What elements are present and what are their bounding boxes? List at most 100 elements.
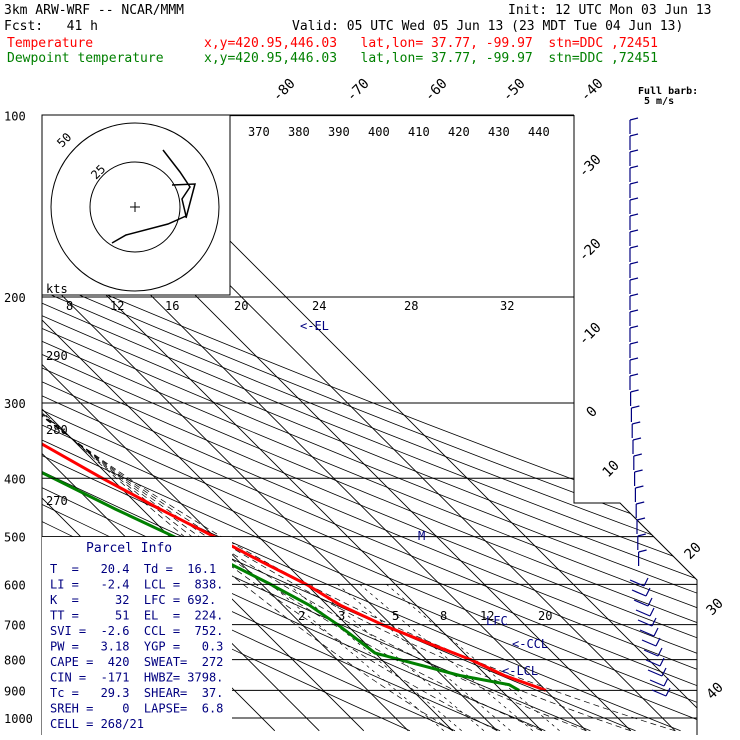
wind-barb (631, 405, 640, 409)
wind-barb (636, 517, 646, 521)
wind-barb (629, 261, 639, 265)
dry-adiabat-line (42, 115, 697, 732)
temperature-location: x,y=420.95,446.03 lat,lon= 37.77, -99.97… (204, 36, 658, 51)
valid-time: Valid: 05 UTC Wed 05 Jun 13 (23 MDT Tue … (292, 19, 684, 34)
dry-adiabat-line (42, 115, 636, 732)
wind-barb (629, 293, 639, 297)
wind-legend-title: Full barb: (638, 86, 698, 97)
pressure-label: 800 (4, 654, 26, 668)
theta-label: 270 (46, 494, 68, 508)
wind-barb (655, 637, 661, 647)
parcel-info-row: T = 20.4 Td = 16.1 (50, 562, 216, 576)
forecast-hour: Fcst: 41 h (4, 19, 98, 34)
parcel-info-row: TT = 51 EL = 224. (50, 609, 223, 623)
pressure-label: 700 (4, 619, 26, 633)
parcel-info-row: CAPE = 420 SWEAT= 272 (50, 655, 223, 669)
wind-barb (629, 341, 639, 345)
wind-barb (635, 609, 651, 617)
hodograph-trace (111, 149, 191, 244)
hodograph-axis-label: 32 (500, 299, 514, 313)
wind-barb (629, 181, 639, 185)
theta-label: 420 (448, 125, 470, 139)
parcel-info-row: K = 32 LFC = 692. (50, 593, 216, 607)
wind-barb (635, 485, 644, 489)
wind-barb (663, 677, 669, 687)
mixing-ratio-line (288, 584, 462, 732)
moist-adiabat-line (42, 296, 631, 732)
wind-barb (629, 133, 639, 137)
moist-adiabat-line (42, 296, 676, 732)
isotherm-label: 40 (704, 680, 727, 703)
level-marker: <-LCL (502, 664, 538, 678)
isotherm-label: -20 (576, 236, 605, 265)
theta-label: 390 (328, 125, 350, 139)
wind-barb (651, 617, 657, 627)
isotherm-label: 30 (704, 596, 727, 619)
wind-barb (632, 421, 641, 425)
mixing-ratio-line (359, 584, 534, 732)
pressure-label: 1000 (4, 712, 33, 726)
wind-barb (661, 667, 667, 677)
dry-adiabat-line (42, 115, 697, 732)
mixing-ratio-label: 3 (338, 609, 345, 623)
wind-barb (649, 607, 655, 617)
theta-label: 380 (288, 125, 310, 139)
isotherm-label: -70 (344, 76, 373, 105)
wind-barb (629, 197, 639, 201)
wind-barbs: Full barb:5 m/s (629, 86, 698, 697)
temperature-series-line (42, 115, 547, 692)
isotherm-label: 10 (600, 458, 623, 481)
dry-adiabat-line (42, 115, 697, 732)
theta-label: 400 (368, 125, 390, 139)
wind-barb (629, 277, 639, 281)
level-marker: <-CCL (512, 637, 548, 651)
dry-adiabat-line (42, 115, 697, 732)
dry-adiabat-line (42, 115, 697, 732)
isotherm-label: -40 (578, 76, 607, 105)
wind-barb (665, 687, 671, 697)
parcel-info-row: CELL = 268/21 (50, 717, 144, 731)
hodograph-axis-label: 12 (110, 299, 124, 313)
hodograph-frame (41, 114, 231, 296)
hodograph-axis-label: 28 (404, 299, 418, 313)
wind-barb (629, 117, 639, 121)
isotherm-line (42, 115, 543, 732)
wind-barb (647, 669, 663, 677)
isotherm-label: -10 (576, 320, 605, 349)
pressure-label: 600 (4, 578, 26, 592)
wind-barb (645, 659, 661, 667)
wind-barb (649, 679, 665, 687)
mixing-ratio-line (270, 584, 445, 732)
pressure-label: 300 (4, 397, 26, 411)
wind-barb (659, 657, 665, 667)
parcel-info-panel: Parcel Info T = 20.4 Td = 16.1 LI = -2.4 L… (42, 537, 232, 735)
dry-adiabat-line (42, 115, 697, 732)
level-marker: M (418, 529, 425, 543)
dry-adiabat-line (42, 115, 697, 732)
hodograph-axis-label: 20 (234, 299, 248, 313)
theta-label: 430 (488, 125, 510, 139)
wind-barb (629, 229, 639, 233)
pressure-label: 200 (4, 291, 26, 305)
isotherm-label: 20 (682, 540, 705, 563)
isotherm-line (0, 116, 8, 731)
wind-legend-value: 5 m/s (644, 96, 674, 107)
wind-barb (629, 165, 639, 169)
hodograph-axis-label: 24 (312, 299, 326, 313)
moist-adiabat-line (42, 296, 542, 732)
wind-barb (643, 577, 649, 587)
dry-adiabat-line (42, 115, 697, 732)
dry-adiabat-line (42, 115, 697, 732)
dry-adiabat-line (42, 115, 697, 732)
dry-adiabat-line (42, 115, 681, 732)
wind-barb (657, 647, 663, 657)
wind-barb (629, 579, 645, 587)
wind-barb (653, 627, 659, 637)
theta-label: 290 (46, 349, 68, 363)
level-marker: <-EL (300, 319, 329, 333)
wind-barb (629, 245, 639, 249)
wind-barb (638, 549, 647, 553)
wind-barb (632, 437, 642, 441)
